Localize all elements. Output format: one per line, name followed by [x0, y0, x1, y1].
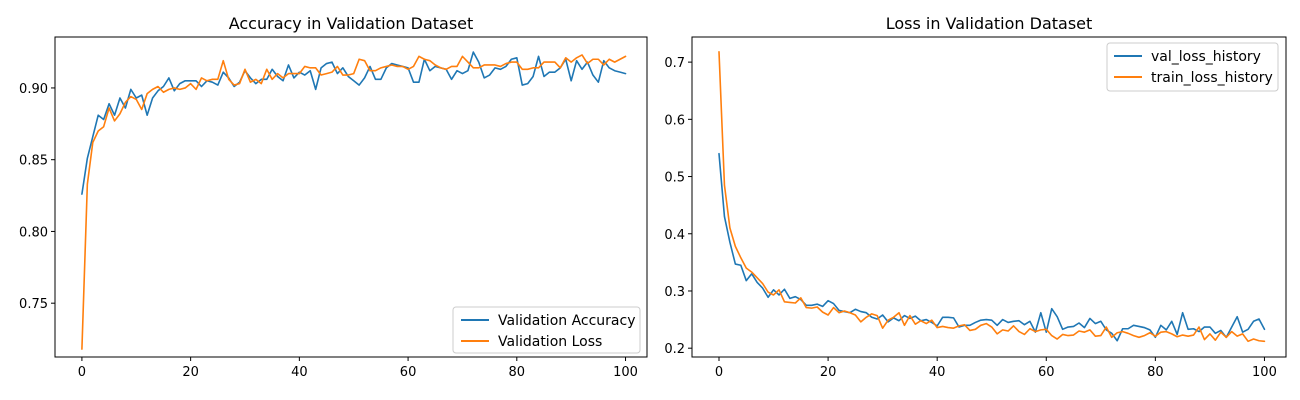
x-tick-label: 40 — [929, 365, 946, 380]
loss-chart-title: Loss in Validation Dataset — [886, 14, 1093, 33]
accuracy-chart: Accuracy in Validation Dataset 0 20 40 60 80… — [19, 14, 648, 380]
series-line-validation-accuracy — [81, 51, 627, 195]
y-tick-label: 0.75 — [19, 297, 48, 312]
x-tick-label: 100 — [1252, 365, 1277, 380]
legend-label-val-loss-history: val_loss_history — [1151, 49, 1261, 65]
x-tick-label: 0 — [78, 365, 86, 380]
x-tick-label: 0 — [715, 365, 723, 380]
accuracy-chart-title: Accuracy in Validation Dataset — [229, 14, 474, 33]
x-tick-label: 20 — [182, 365, 199, 380]
x-tick-label: 60 — [400, 365, 417, 380]
series-line-train-loss-history — [718, 51, 1266, 343]
x-tick-label: 100 — [613, 365, 638, 380]
legend-label-validation-accuracy: Validation Accuracy — [498, 313, 636, 329]
x-tick-label: 20 — [820, 365, 837, 380]
legend-label-train-loss-history: train_loss_history — [1151, 70, 1273, 86]
y-tick-label: 0.3 — [664, 285, 685, 300]
loss-chart-series — [718, 51, 1266, 343]
y-tick-label: 0.7 — [664, 56, 685, 71]
legend-box — [452, 306, 641, 354]
legend-label-validation-loss: Validation Loss — [498, 334, 602, 350]
loss-chart-legend: val_loss_history train_loss_history — [1106, 42, 1279, 92]
y-tick-label: 0.80 — [19, 225, 48, 240]
accuracy-chart-ticks: 0 20 40 60 80 100 0.75 0.80 0.85 0.90 — [19, 82, 638, 380]
loss-chart-frame — [691, 36, 1287, 358]
accuracy-chart-legend: Validation Accuracy Validation Loss — [452, 306, 641, 354]
x-tick-label: 40 — [291, 365, 308, 380]
series-line-validation-loss — [81, 54, 627, 350]
y-tick-label: 0.4 — [664, 228, 685, 243]
y-tick-label: 0.85 — [19, 154, 48, 169]
series-line-val-loss-history — [718, 152, 1266, 342]
y-tick-label: 0.6 — [664, 113, 685, 128]
accuracy-chart-frame — [54, 36, 648, 358]
accuracy-chart-series — [81, 51, 627, 350]
y-tick-label: 0.5 — [664, 171, 685, 186]
x-tick-label: 80 — [1147, 365, 1164, 380]
y-tick-label: 0.90 — [19, 82, 48, 97]
loss-chart-ticks: 0 20 40 60 80 100 0.2 0.3 0.4 0.5 0.6 0.7 — [664, 56, 1277, 380]
loss-chart: Loss in Validation Dataset 0 20 40 60 80 1000… — [664, 14, 1287, 380]
x-tick-label: 80 — [509, 365, 526, 380]
y-tick-label: 0.2 — [664, 342, 685, 357]
legend-box — [1106, 42, 1279, 92]
x-tick-label: 60 — [1038, 365, 1055, 380]
